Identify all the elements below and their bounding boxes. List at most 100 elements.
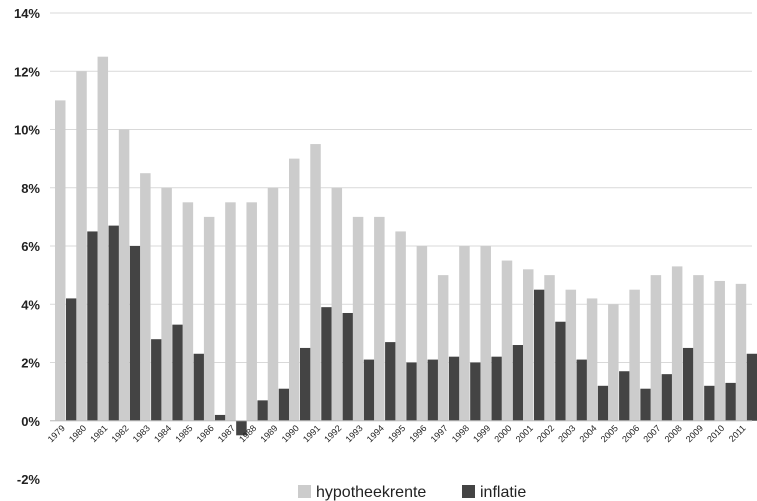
x-tick-label: 1995 (386, 423, 407, 444)
legend-label-hypotheekrente: hypotheekrente (316, 484, 426, 501)
bar-hypotheekrente-1995 (395, 231, 406, 421)
bar-hypotheekrente-1999 (480, 246, 491, 421)
bar-inflatie-2009 (704, 385, 715, 421)
x-tick-label: 1986 (195, 423, 216, 444)
x-tick-label: 2000 (492, 423, 513, 444)
bar-hypotheekrente-2003 (565, 289, 577, 421)
bar-hypotheekrente-1983 (140, 173, 151, 421)
bar-hypotheekrente-1987 (225, 202, 236, 421)
bar-inflatie-2003 (576, 359, 588, 421)
bar-inflatie-2002 (555, 321, 566, 421)
x-tick-label: 2011 (727, 423, 748, 444)
x-tick-label: 1998 (450, 423, 471, 444)
bar-inflatie-1994 (385, 342, 396, 421)
bar-hypotheekrente-1990 (289, 158, 300, 421)
bar-inflatie-1993 (363, 359, 375, 421)
x-tick-label: 1981 (88, 423, 109, 444)
bar-inflatie-1982 (129, 246, 141, 421)
bar-hypotheekrente-1988 (246, 202, 257, 421)
legend-swatch-hypotheekrente (298, 485, 311, 498)
bar-hypotheekrente-2001 (523, 269, 534, 421)
bar-inflatie-2005 (619, 371, 630, 421)
bar-inflatie-1980 (87, 231, 98, 421)
bar-inflatie-2007 (661, 374, 673, 421)
x-tick-label: 1992 (322, 423, 343, 444)
legend-label-inflatie: inflatie (480, 484, 526, 501)
x-tick-label: 1996 (407, 423, 428, 444)
y-tick-label: 6% (21, 239, 40, 254)
bar-hypotheekrente-1985 (182, 202, 194, 421)
bar-inflatie-1992 (342, 312, 354, 421)
bar-hypotheekrente-1998 (459, 246, 470, 421)
x-tick-label: 1980 (67, 423, 88, 444)
y-tick-label: 2% (21, 356, 40, 371)
x-tick-label: 1984 (152, 423, 173, 444)
x-tick-label: 1999 (471, 423, 492, 444)
bar-inflatie-1989 (278, 388, 290, 421)
bar-hypotheekrente-2009 (693, 275, 704, 421)
bar-inflatie-1987 (236, 420, 247, 436)
y-tick-label: 12% (14, 64, 40, 79)
bar-hypotheekrente-1981 (97, 56, 109, 421)
bar-inflatie-1997 (448, 356, 460, 421)
bar-inflatie-1981 (108, 225, 120, 421)
bar-hypotheekrente-1993 (352, 216, 364, 421)
bar-hypotheekrente-1991 (310, 144, 321, 421)
bar-hypotheekrente-1996 (416, 246, 428, 421)
x-tick-label: 1987 (216, 423, 237, 444)
x-tick-label: 2006 (620, 423, 641, 444)
x-tick-label: 2004 (577, 423, 598, 444)
bar-hypotheekrente-2010 (714, 280, 725, 421)
bar-inflatie-1983 (151, 339, 162, 421)
x-tick-label: 2009 (684, 423, 705, 444)
bar-inflatie-1998 (470, 362, 481, 421)
bar-inflatie-1990 (300, 347, 311, 421)
x-tick-label: 1989 (258, 423, 279, 444)
bar-inflatie-2006 (640, 388, 651, 421)
bar-inflatie-2010 (725, 382, 736, 421)
bar-inflatie-1986 (214, 414, 226, 421)
y-axis-labels: -2% 0% 2% 4% 6% 8% 10% 12% 14% (14, 6, 40, 487)
x-tick-label: 2002 (535, 423, 556, 444)
x-tick-label: 1990 (280, 423, 301, 444)
x-tick-label: 2001 (514, 423, 535, 444)
x-tick-label: 1983 (131, 423, 152, 444)
bar-hypotheekrente-2006 (629, 289, 640, 421)
bars (55, 56, 757, 436)
x-tick-label: 2007 (641, 423, 662, 444)
bar-hypotheekrente-1989 (267, 187, 279, 421)
x-tick-label: 2008 (663, 423, 684, 444)
bar-hypotheekrente-2011 (735, 283, 747, 421)
bar-inflatie-1999 (491, 356, 502, 421)
bar-inflatie-1991 (321, 307, 332, 421)
bar-hypotheekrente-2007 (650, 275, 662, 421)
bar-inflatie-1979 (66, 298, 77, 421)
x-tick-label: 1979 (46, 423, 67, 444)
legend-swatch-inflatie (462, 485, 475, 498)
bar-hypotheekrente-1984 (161, 187, 172, 421)
y-tick-label: 4% (21, 297, 40, 312)
bar-hypotheekrente-1992 (331, 187, 343, 421)
bar-inflatie-1988 (257, 400, 268, 421)
bar-hypotheekrente-1994 (374, 216, 385, 421)
bar-hypotheekrente-1982 (118, 129, 130, 421)
bar-hypotheekrente-2002 (544, 275, 555, 421)
x-tick-label: 2005 (599, 423, 620, 444)
x-tick-label: 1994 (365, 423, 386, 444)
y-tick-label: 14% (14, 6, 40, 21)
bar-hypotheekrente-2005 (608, 304, 619, 421)
bar-inflatie-2011 (746, 353, 757, 421)
y-tick-label: -2% (17, 472, 41, 487)
bar-inflatie-2004 (597, 385, 609, 421)
bar-hypotheekrente-2008 (671, 266, 683, 421)
bar-inflatie-1985 (193, 353, 205, 421)
bar-hypotheekrente-2004 (586, 298, 598, 421)
bar-inflatie-2000 (512, 345, 524, 421)
x-axis-labels: 1979 1980 1981 1982 1983 1984 1985 1986 1987 1988… (46, 423, 748, 444)
bar-hypotheekrente-2000 (501, 260, 513, 421)
y-tick-label: 10% (14, 123, 40, 138)
x-tick-label: 1991 (301, 423, 322, 444)
y-tick-label: 8% (21, 181, 40, 196)
legend: hypotheekrente inflatie (298, 484, 526, 501)
